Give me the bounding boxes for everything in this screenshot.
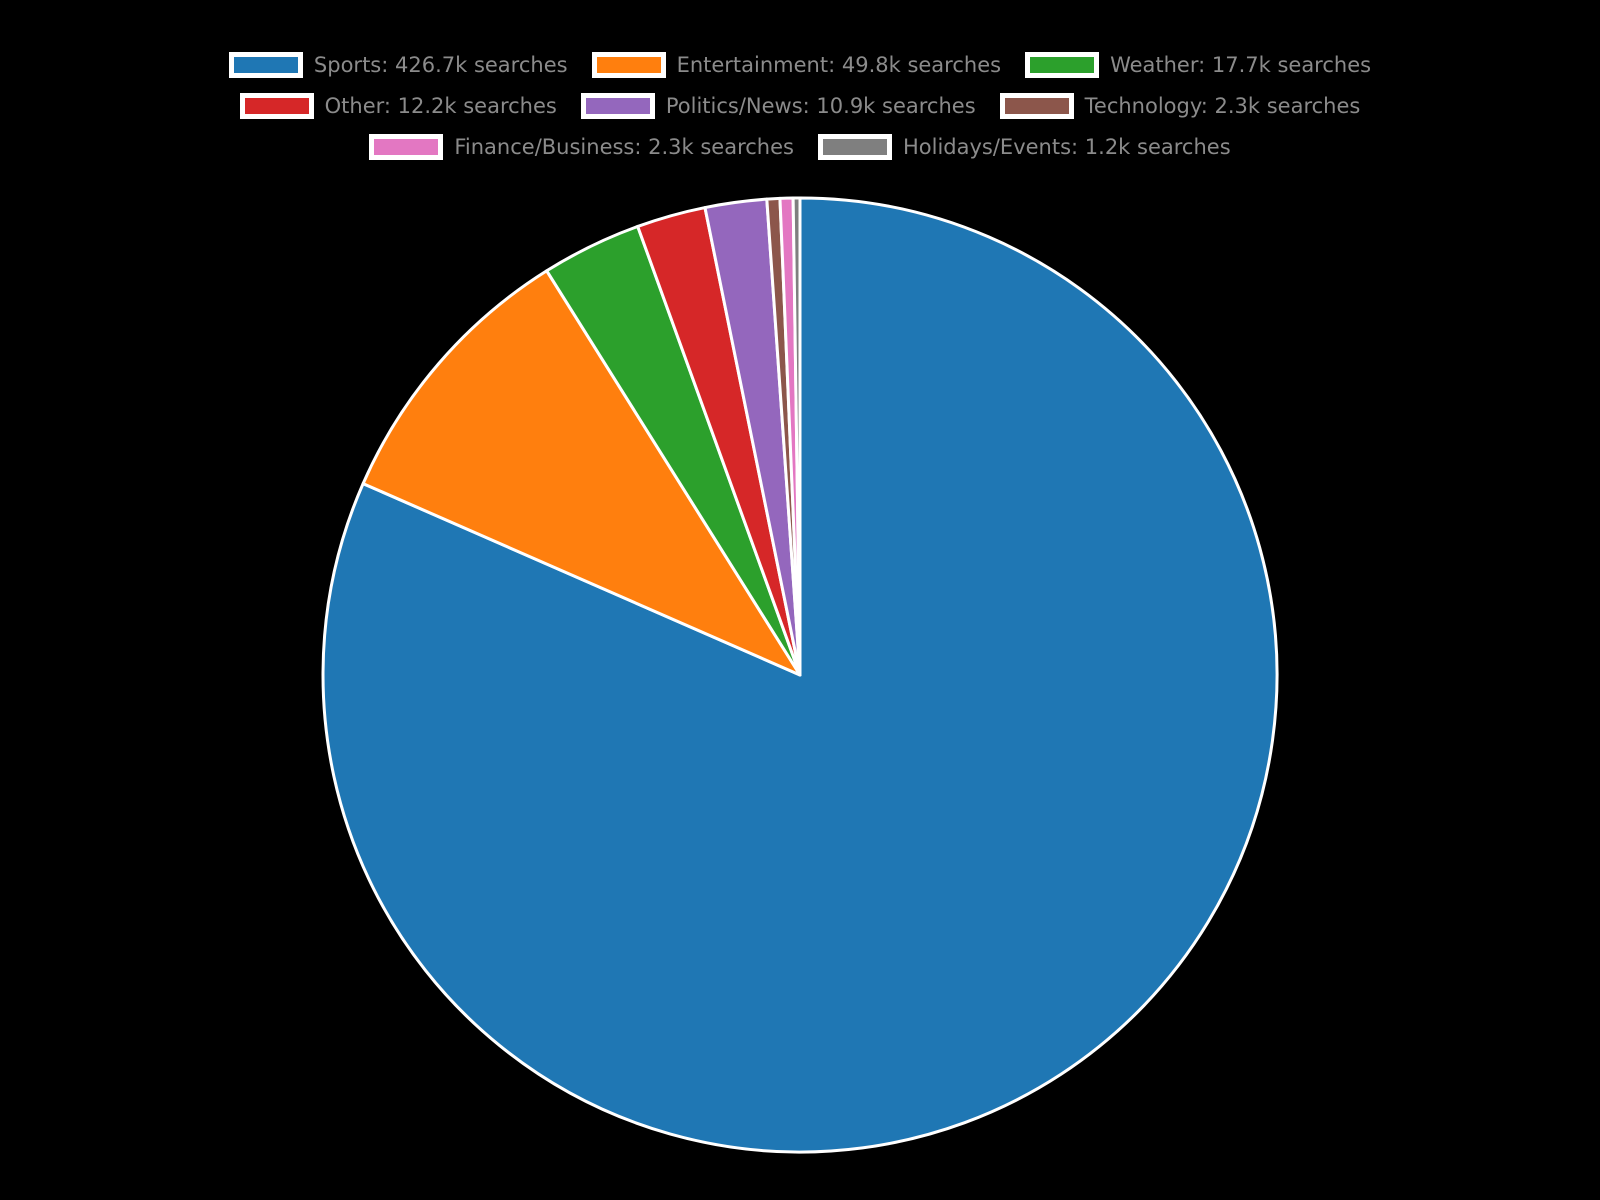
legend-swatch-finance-business [369, 134, 444, 160]
legend-row-1: Sports: 426.7k searches Entertainment: 49… [228, 52, 1371, 78]
legend-label-other: Other: 12.2k searches [324, 93, 557, 118]
legend-item-holidays-events: Holidays/Events: 1.2k searches [817, 134, 1231, 160]
legend-label-holidays-events: Holidays/Events: 1.2k searches [902, 134, 1231, 159]
pie-slice-holidays-events [791, 196, 802, 677]
legend-label-politics-news: Politics/News: 10.9k searches [665, 93, 976, 118]
pie-slice-sports [321, 196, 1279, 1154]
legend-swatch-other [239, 93, 314, 119]
legend-item-weather: Weather: 17.7k searches [1025, 52, 1371, 78]
legend-label-sports: Sports: 426.7k searches [313, 52, 568, 77]
legend-item-finance-business: Finance/Business: 2.3k searches [369, 134, 794, 160]
legend-item-technology: Technology: 2.3k searches [999, 93, 1361, 119]
legend-swatch-sports [228, 52, 303, 78]
legend-item-sports: Sports: 426.7k searches [228, 52, 568, 78]
legend-row-3: Finance/Business: 2.3k searches Holidays/… [369, 134, 1231, 160]
legend-label-finance-business: Finance/Business: 2.3k searches [454, 134, 794, 159]
legend-swatch-weather [1025, 52, 1100, 78]
legend-swatch-entertainment [591, 52, 666, 78]
pie-slice-entertainment [361, 269, 802, 677]
legend-item-other: Other: 12.2k searches [239, 93, 557, 119]
legend-swatch-technology [999, 93, 1074, 119]
legend-label-weather: Weather: 17.7k searches [1110, 52, 1372, 77]
legend-label-entertainment: Entertainment: 49.8k searches [676, 52, 1002, 77]
legend-label-technology: Technology: 2.3k searches [1084, 93, 1361, 118]
legend-swatch-politics-news [580, 93, 655, 119]
legend-item-entertainment: Entertainment: 49.8k searches [591, 52, 1002, 78]
legend-row-2: Other: 12.2k searches Politics/News: 10.9… [239, 93, 1361, 119]
legend: Sports: 426.7k searches Entertainment: 49… [0, 52, 1600, 160]
legend-swatch-holidays-events [817, 134, 892, 160]
legend-item-politics-news: Politics/News: 10.9k searches [580, 93, 976, 119]
